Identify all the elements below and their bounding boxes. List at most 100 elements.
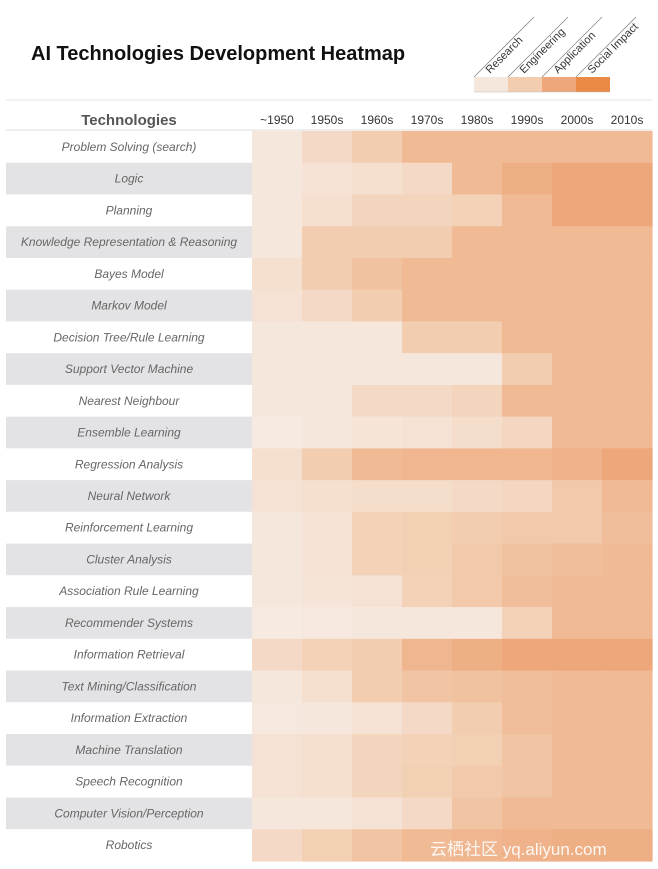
heatmap-cell	[252, 575, 303, 608]
legend-leader-line	[507, 16, 569, 78]
heatmap-cell	[602, 321, 653, 354]
heatmap-cell	[252, 638, 303, 672]
heatmap-cell	[552, 416, 603, 449]
y-tick-label: Text Mining/Classification	[62, 679, 197, 693]
heatmap-cell	[402, 131, 453, 164]
heatmap-cell	[402, 670, 453, 703]
heatmap-cell	[252, 131, 303, 164]
y-tick-label: Recommender Systems	[65, 616, 193, 630]
heatmap-cell	[452, 131, 503, 164]
legend-swatch-2	[508, 77, 542, 92]
heatmap-cell	[452, 734, 503, 767]
heatmap-cell	[602, 480, 653, 513]
heatmap-cell	[452, 194, 503, 227]
heatmap-cell	[352, 829, 403, 862]
heatmap-cell	[402, 702, 453, 735]
heatmap-cell	[602, 448, 653, 481]
heatmap-cell	[502, 162, 553, 196]
y-tick-label: Ensemble Learning	[77, 426, 181, 440]
heatmap-cell	[252, 226, 303, 259]
heatmap-cell	[402, 353, 453, 386]
heatmap-cell	[552, 543, 603, 576]
heatmap-cell	[502, 829, 553, 862]
heatmap-cell	[452, 448, 503, 481]
y-tick-label: Logic	[115, 172, 144, 186]
heatmap-cell	[552, 638, 603, 672]
x-tick-label: 1960s	[361, 113, 394, 127]
heatmap-cell	[302, 797, 353, 830]
heatmap-cell	[502, 480, 553, 513]
heatmap-cell	[602, 257, 653, 291]
heatmap-cell	[602, 797, 653, 830]
heatmap-cell	[502, 257, 553, 291]
row-label-background	[6, 765, 252, 798]
heatmap-cell	[352, 765, 403, 799]
heatmap-cell	[602, 353, 653, 386]
heatmap-cell	[402, 511, 453, 545]
legend-swatch-1	[474, 77, 508, 92]
heatmap-cell	[252, 765, 303, 799]
heatmap-cell	[302, 289, 353, 323]
heatmap-cell	[602, 289, 653, 323]
heatmap-cell	[552, 480, 603, 513]
row-label-background	[6, 353, 252, 385]
heatmap-cell	[402, 829, 453, 862]
heatmap-cell	[452, 607, 503, 640]
y-tick-label: Reinforcement Learning	[65, 521, 193, 535]
heatmap-cell	[352, 416, 403, 449]
heatmap-cell	[452, 575, 503, 608]
heatmap-cell	[502, 448, 553, 481]
heatmap-cell	[402, 765, 453, 799]
heatmap-cell	[302, 511, 353, 545]
heatmap-cell	[352, 162, 403, 196]
heatmap-cell	[552, 321, 603, 354]
heatmap-cell	[552, 575, 603, 608]
row-label-background	[6, 543, 252, 576]
heatmap-cell	[502, 607, 553, 640]
row-label-background	[6, 829, 252, 861]
heatmap-cell	[602, 670, 653, 703]
x-tick-label: ~1950	[260, 113, 294, 127]
heatmap-cell	[502, 543, 553, 576]
heatmap-cell	[602, 829, 653, 862]
heatmap-cell	[602, 575, 653, 608]
y-tick-label: Regression Analysis	[75, 457, 183, 471]
heatmap-cell	[552, 257, 603, 291]
row-label-background	[6, 194, 252, 227]
heatmap-cell	[302, 702, 353, 735]
heatmap-cell	[552, 131, 603, 164]
heatmap-cell	[502, 226, 553, 259]
heatmap-cell	[302, 353, 353, 386]
row-label-background	[6, 289, 252, 322]
heatmap-cell	[352, 131, 403, 164]
heatmap-cell	[252, 353, 303, 386]
heatmap-cell	[602, 607, 653, 640]
heatmap-cell	[452, 289, 503, 323]
watermark: 云栖社区 yq.aliyun.com	[430, 840, 607, 859]
heatmap-cell	[552, 829, 603, 862]
heatmap-cell	[452, 480, 503, 513]
row-label-background	[6, 384, 252, 417]
heatmap-cell	[402, 575, 453, 608]
heatmap-cell	[552, 607, 603, 640]
chart-title: AI Technologies Development Heatmap	[31, 43, 406, 65]
heatmap-cell	[452, 638, 503, 672]
heatmap-cell	[252, 194, 303, 227]
heatmap-cell	[502, 384, 553, 418]
heatmap-cell	[602, 226, 653, 259]
heatmap-cell	[602, 765, 653, 799]
heatmap-cell	[252, 797, 303, 830]
heatmap-cell	[552, 734, 603, 767]
heatmap-cell	[302, 131, 353, 164]
heatmap-cell	[602, 162, 653, 196]
row-label-background	[6, 257, 252, 290]
x-tick-label: 1990s	[511, 113, 544, 127]
heatmap-cell	[452, 702, 503, 735]
heatmap-cell	[252, 321, 303, 354]
heatmap-cell	[452, 226, 503, 259]
heatmap-cell	[502, 289, 553, 323]
x-tick-label: 2000s	[561, 113, 594, 127]
heatmap-cell	[452, 670, 503, 703]
row-label-background	[6, 734, 252, 766]
